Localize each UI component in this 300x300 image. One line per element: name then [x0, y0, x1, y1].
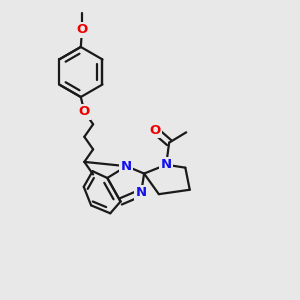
Text: O: O: [79, 105, 90, 118]
Text: N: N: [160, 158, 172, 171]
Text: O: O: [76, 23, 88, 36]
Text: O: O: [149, 124, 161, 137]
Text: N: N: [136, 186, 147, 199]
Text: N: N: [121, 160, 132, 173]
Text: O: O: [79, 105, 90, 118]
Text: O: O: [76, 23, 88, 36]
